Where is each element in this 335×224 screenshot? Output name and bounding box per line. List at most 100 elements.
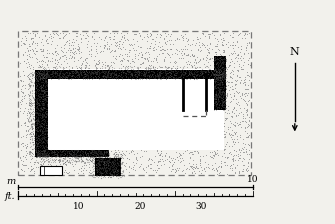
Point: [245, 62, 250, 66]
Point: [37, 73, 42, 77]
Point: [132, 56, 137, 60]
Point: [149, 73, 154, 76]
Point: [217, 55, 223, 58]
Point: [39, 124, 44, 128]
Point: [95, 149, 100, 152]
Point: [218, 75, 223, 78]
Point: [40, 74, 45, 78]
Point: [34, 73, 39, 76]
Point: [44, 69, 50, 72]
Point: [32, 98, 37, 102]
Point: [231, 148, 237, 152]
Point: [43, 80, 49, 84]
Point: [218, 63, 224, 67]
Point: [95, 166, 100, 169]
Point: [226, 131, 231, 135]
Point: [34, 144, 40, 147]
Point: [30, 37, 36, 40]
Point: [155, 32, 160, 36]
Point: [163, 42, 169, 46]
Point: [123, 74, 129, 78]
Point: [213, 69, 218, 72]
Point: [224, 172, 230, 175]
Point: [247, 41, 252, 44]
Point: [30, 80, 35, 84]
Point: [73, 69, 78, 73]
Point: [18, 167, 24, 171]
Point: [212, 73, 217, 77]
Point: [159, 155, 164, 158]
Point: [187, 62, 192, 66]
Point: [116, 174, 121, 177]
Point: [45, 147, 50, 151]
Point: [55, 34, 60, 37]
Point: [115, 74, 121, 78]
Point: [45, 71, 50, 75]
Point: [90, 158, 95, 161]
Point: [133, 169, 138, 172]
Point: [173, 74, 178, 77]
Point: [60, 75, 65, 78]
Point: [218, 85, 224, 88]
Point: [119, 155, 124, 159]
Point: [59, 155, 64, 159]
Point: [238, 135, 243, 138]
Point: [112, 151, 117, 155]
Point: [92, 176, 97, 179]
Point: [34, 73, 40, 77]
Point: [40, 101, 46, 105]
Point: [231, 65, 237, 69]
Point: [97, 157, 102, 161]
Point: [54, 75, 59, 79]
Point: [213, 69, 219, 73]
Point: [145, 59, 150, 63]
Point: [39, 121, 45, 125]
Point: [18, 155, 23, 159]
Point: [54, 154, 59, 158]
Point: [33, 73, 38, 77]
Point: [182, 47, 188, 50]
Point: [40, 89, 45, 93]
Point: [39, 96, 44, 99]
Point: [195, 65, 200, 69]
Point: [42, 157, 47, 161]
Point: [37, 99, 43, 103]
Point: [42, 73, 48, 77]
Point: [82, 72, 88, 75]
Point: [74, 160, 79, 164]
Point: [49, 153, 55, 156]
Point: [169, 38, 174, 41]
Point: [111, 74, 116, 78]
Point: [222, 105, 227, 109]
Point: [110, 171, 115, 175]
Point: [50, 153, 56, 156]
Point: [114, 162, 119, 166]
Point: [46, 158, 51, 161]
Point: [179, 69, 185, 73]
Point: [122, 71, 127, 75]
Point: [117, 164, 122, 168]
Point: [102, 161, 107, 165]
Point: [142, 74, 147, 78]
Point: [28, 99, 34, 102]
Point: [27, 52, 32, 56]
Point: [123, 67, 128, 70]
Point: [194, 164, 199, 167]
Point: [113, 155, 118, 159]
Point: [221, 68, 226, 72]
Point: [243, 168, 249, 172]
Point: [34, 77, 39, 81]
Point: [34, 99, 39, 103]
Point: [41, 139, 46, 143]
Point: [60, 67, 65, 70]
Point: [162, 75, 167, 78]
Point: [29, 73, 35, 77]
Point: [40, 95, 46, 98]
Point: [156, 159, 162, 163]
Point: [38, 153, 44, 157]
Point: [122, 35, 127, 39]
Point: [58, 75, 63, 78]
Point: [41, 88, 47, 92]
Point: [100, 74, 106, 78]
Point: [218, 95, 223, 98]
